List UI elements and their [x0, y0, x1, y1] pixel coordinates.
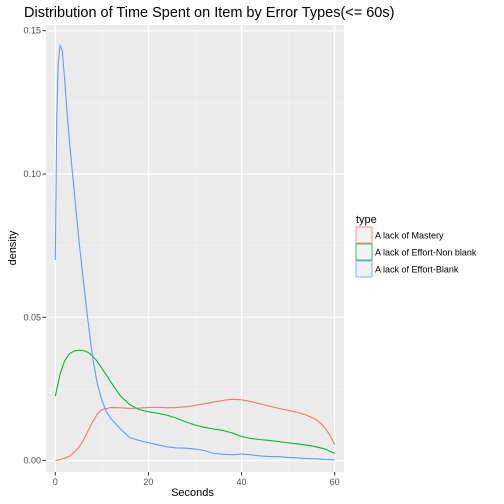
x-axis-title: Seconds: [171, 487, 214, 499]
major-gridlines: [46, 25, 344, 472]
legend-key: [355, 226, 373, 244]
series-line: [54, 44, 335, 461]
series-line: [55, 398, 336, 462]
y-axis: 0.00 0.05 0.10 0.15: [23, 26, 46, 466]
minor-gridlines: [46, 25, 344, 472]
plot-panel: [46, 25, 344, 472]
series-lines: [54, 44, 336, 462]
legend-key: [355, 260, 373, 278]
series-line: [54, 349, 335, 454]
chart-title: Distribution of Time Spent on Item by Er…: [24, 5, 394, 21]
y-tick-label: 0.15: [23, 26, 41, 36]
legend-title: type: [356, 214, 377, 226]
y-tick-label: 0.05: [23, 312, 41, 322]
y-axis-title: density: [7, 230, 19, 265]
legend-label: A lack of Effort-Blank: [375, 265, 459, 275]
x-tick-label: 40: [237, 477, 247, 487]
x-tick-label: 0: [53, 477, 58, 487]
legend: type A lack of Mastery A lack of Effort-N…: [355, 214, 477, 278]
x-tick-label: 60: [330, 477, 340, 487]
legend-label: A lack of Effort-Non blank: [375, 248, 477, 258]
legend-label: A lack of Mastery: [375, 231, 444, 241]
x-tick-label: 20: [143, 477, 153, 487]
x-axis: 0 20 40 60: [53, 472, 340, 487]
legend-key: [355, 243, 373, 261]
y-tick-label: 0.00: [23, 456, 41, 466]
y-tick-label: 0.10: [23, 169, 41, 179]
